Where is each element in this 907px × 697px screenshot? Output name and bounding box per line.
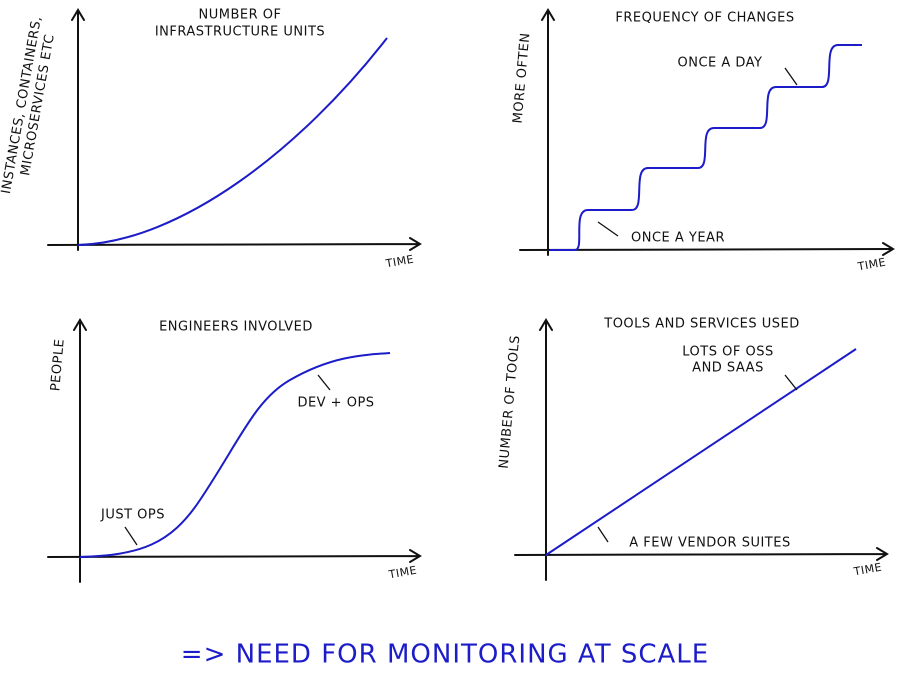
x-label: TIME [856,256,887,274]
annotation: JUST OPS [100,508,165,523]
annotation-pointer [124,526,138,546]
x-label: TIME [387,564,418,582]
title: INFRASTRUCTURE UNITS [155,25,325,40]
panel: FREQUENCY OF CHANGES MORE OFTEN TIME ONC… [511,8,895,274]
annotation: ONCE A DAY [677,56,762,71]
annotation-pointer [784,374,798,391]
curve [545,348,857,556]
curve [550,44,862,251]
annotation: ONCE A YEAR [631,231,725,246]
axes [47,8,422,251]
footer: => NEED FOR MONITORING AT SCALE [181,640,709,670]
y-label: NUMBER OF TOOLS [497,335,524,470]
title: TOOLS AND SERVICES USED [603,317,799,332]
annotation: LOTS OF OSS [682,345,773,360]
annotation: AND SAAS [692,361,764,376]
annotation-pointer [597,221,619,237]
title: ENGINEERS INVOLVED [159,320,313,335]
annotation: A FEW VENDOR SUITES [629,536,790,551]
annotation-pointer [597,526,609,543]
axes [519,8,895,256]
x-label: TIME [384,253,415,271]
annotation-pointer [317,374,331,391]
curve [77,37,388,246]
curve [79,352,391,558]
annotation-pointer [784,67,798,86]
x-label: TIME [852,561,883,579]
title: FREQUENCY OF CHANGES [615,11,794,26]
panel: NUMBER OF INFRASTRUCTURE UNITS INSTANCES… [0,8,422,271]
axes [47,318,422,583]
y-label: PEOPLE [48,338,68,392]
annotation: DEV + OPS [297,396,374,411]
panel: ENGINEERS INVOLVED PEOPLE TIME JUST OPS … [47,318,422,583]
panel: TOOLS AND SERVICES USED NUMBER OF TOOLS … [497,317,889,581]
y-label: MORE OFTEN [511,32,534,124]
title: NUMBER OF [199,8,282,23]
axes [514,318,889,581]
